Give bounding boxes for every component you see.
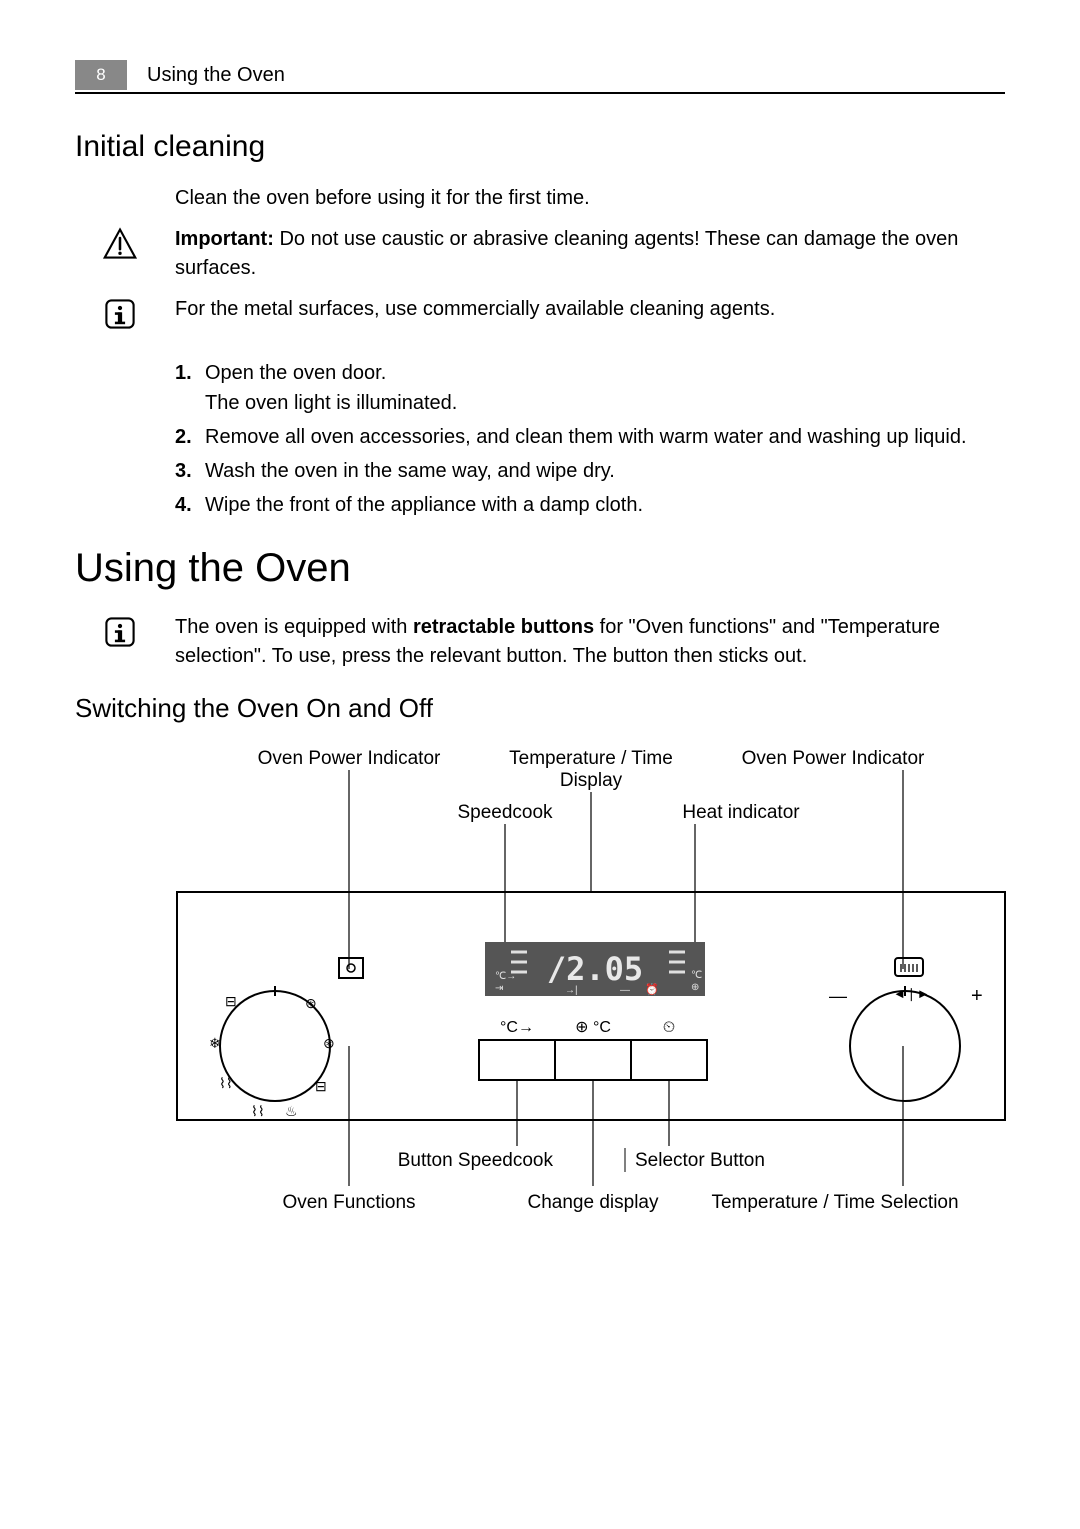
retractable-bold: retractable buttons — [413, 616, 594, 638]
svg-text:→|: →| — [565, 985, 578, 996]
svg-text:⌇⌇: ⌇⌇ — [219, 1075, 233, 1091]
important-label: Important: — [175, 228, 274, 250]
svg-text:⊟: ⊟ — [225, 993, 237, 1009]
svg-text:℃: ℃ — [691, 970, 702, 981]
btn-clock-sym: ⊕ °C — [575, 1019, 611, 1036]
important-text: Do not use caustic or abrasive cleaning … — [175, 228, 958, 279]
control-panel-diagram: Oven Power Indicator Temperature / Time … — [175, 746, 1005, 1236]
label-speedcook: Speedcook — [457, 802, 553, 823]
svg-text:❄: ❄ — [209, 1035, 221, 1051]
info-icon — [103, 318, 137, 335]
svg-text:⊟: ⊟ — [315, 1078, 327, 1094]
btn-selector-sym: ⏲ — [663, 1019, 675, 1036]
info-icon — [103, 636, 137, 653]
svg-text:◄❘►: ◄❘► — [893, 986, 930, 1002]
retractable-buttons-note: The oven is equipped with retractable bu… — [175, 613, 1005, 671]
svg-text:⇥: ⇥ — [495, 983, 503, 994]
page-number: 8 — [96, 65, 105, 85]
step-4: 4.Wipe the front of the appliance with a… — [175, 490, 1005, 520]
label-oven-power-left: Oven Power Indicator — [258, 748, 441, 769]
svg-text:⊕: ⊕ — [691, 982, 699, 993]
heading-initial-cleaning: Initial cleaning — [75, 130, 1005, 164]
warning-icon — [103, 248, 137, 265]
heading-switching-on-off: Switching the Oven On and Off — [75, 693, 1005, 724]
step-1: 1.Open the oven door.The oven light is i… — [175, 358, 1005, 418]
metal-surfaces-note: For the metal surfaces, use commercially… — [175, 295, 1005, 324]
label-display-word: Display — [560, 770, 623, 791]
page-header: 8 Using the Oven — [75, 60, 1005, 94]
label-heat-indicator: Heat indicator — [682, 802, 800, 823]
label-selector-button: Selector Button — [635, 1150, 765, 1171]
svg-text:+: + — [971, 985, 983, 1007]
page-number-box: 8 — [75, 60, 127, 90]
label-change-display: Change display — [528, 1192, 659, 1213]
heading-using-oven: Using the Oven — [75, 546, 1005, 591]
btn-speedcook-sym: °C→ — [500, 1019, 534, 1036]
intro-text: Clean the oven before using it for the f… — [175, 184, 1005, 213]
svg-text:℃→: ℃→ — [495, 971, 516, 982]
step-3: 3.Wash the oven in the same way, and wip… — [175, 456, 1005, 486]
header-title: Using the Oven — [147, 64, 285, 87]
svg-text:⌇⌇: ⌇⌇ — [251, 1103, 265, 1119]
lcd-time: /2.05 — [547, 950, 643, 988]
label-oven-functions: Oven Functions — [282, 1192, 415, 1213]
label-temp-time-selection: Temperature / Time Selection — [711, 1192, 958, 1213]
label-button-speedcook: Button Speedcook — [398, 1150, 554, 1171]
label-oven-power-right: Oven Power Indicator — [742, 748, 925, 769]
cleaning-steps: 1.Open the oven door.The oven light is i… — [175, 358, 1005, 520]
svg-text:♨: ♨ — [285, 1103, 298, 1119]
svg-text:⏰: ⏰ — [645, 982, 659, 996]
svg-text:—: — — [829, 986, 847, 1006]
svg-text:—: — — [620, 985, 630, 996]
retractable-pre: The oven is equipped with — [175, 616, 413, 638]
svg-text:⊛: ⊛ — [305, 995, 317, 1011]
label-temp-time-display: Temperature / Time — [509, 748, 673, 769]
svg-text:⊛: ⊛ — [323, 1035, 335, 1051]
step-2: 2.Remove all oven accessories, and clean… — [175, 422, 1005, 452]
important-note: Important: Do not use caustic or abrasiv… — [175, 225, 1005, 283]
